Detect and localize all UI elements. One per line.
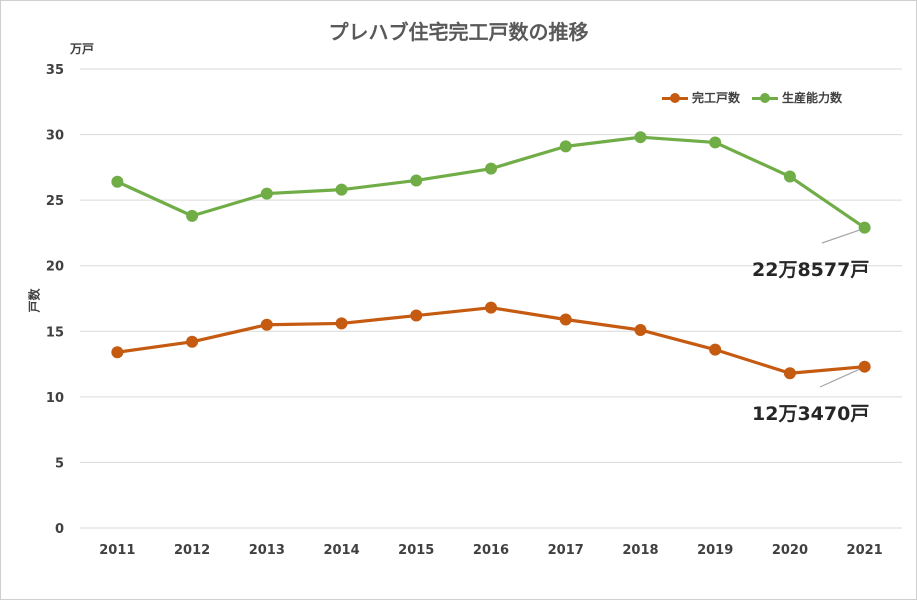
data-point-completed	[260, 318, 273, 331]
data-point-completed	[485, 301, 497, 314]
data-point-capacity	[111, 175, 124, 188]
data-point-completed	[186, 335, 199, 348]
data-point-capacity	[783, 170, 796, 183]
data-point-capacity	[485, 162, 497, 175]
x-tick-label: 2020	[772, 543, 808, 558]
y-tick-label: 0	[55, 522, 64, 537]
data-point-completed	[335, 317, 348, 330]
data-point-capacity	[709, 136, 722, 149]
data-point-capacity	[634, 131, 647, 144]
data-point-capacity	[260, 187, 273, 200]
data-point-completed	[559, 313, 572, 326]
annotation-capacity-2021: 22万8577戸	[752, 259, 870, 281]
data-point-completed	[410, 309, 423, 322]
x-tick-label: 2015	[398, 543, 434, 558]
x-tick-label: 2016	[473, 543, 509, 558]
data-point-completed	[783, 367, 796, 380]
y-tick-label: 15	[46, 325, 64, 340]
y-tick-label: 10	[46, 391, 64, 406]
callout-line-capacity	[821, 229, 861, 244]
y-tick-label: 5	[55, 456, 64, 471]
data-point-completed	[111, 346, 124, 359]
annotation-completed-2021: 12万3470戸	[752, 403, 870, 425]
x-tick-labels: 2011 2012 2013 2014 2015 2016 2017 2018 2019 2020…	[99, 543, 882, 558]
legend-marker-capacity	[752, 92, 779, 104]
data-point-completed	[858, 360, 871, 373]
legend-item-capacity: 生産能力数	[752, 89, 842, 106]
x-tick-label: 2018	[622, 543, 658, 558]
legend-marker-completed	[662, 92, 688, 104]
legend-item-completed: 完工戸数	[662, 89, 740, 106]
y-tick-labels: 0 5 10 15 20 25 30 35	[46, 63, 64, 537]
x-tick-label: 2011	[99, 543, 135, 558]
chart-title: プレハブ住宅完工戸数の推移	[328, 20, 589, 44]
callout-lines	[819, 229, 861, 388]
callout-line-completed	[819, 368, 861, 388]
series-line-completed	[117, 306, 865, 375]
y-tick-label: 20	[46, 260, 64, 275]
x-tick-label: 2013	[249, 543, 285, 558]
data-point-capacity	[559, 140, 572, 153]
data-point-completed	[709, 343, 722, 356]
series-lines	[111, 131, 871, 380]
x-tick-label: 2012	[174, 543, 210, 558]
x-tick-label: 2021	[847, 543, 883, 558]
legend-label-completed: 完工戸数	[692, 91, 741, 105]
y-unit-label: 万戸	[70, 42, 95, 56]
y-tick-label: 25	[46, 194, 64, 209]
gridlines	[80, 68, 902, 529]
x-tick-label: 2017	[548, 543, 584, 558]
y-tick-label: 30	[46, 129, 64, 144]
data-point-capacity	[335, 183, 348, 196]
x-tick-label: 2019	[697, 543, 733, 558]
data-point-completed	[634, 323, 647, 336]
data-point-capacity	[186, 209, 199, 222]
x-tick-label: 2014	[323, 543, 359, 558]
series-line-capacity	[116, 135, 866, 230]
data-point-capacity	[410, 174, 423, 187]
data-point-capacity	[858, 221, 871, 234]
y-tick-label: 35	[46, 63, 64, 78]
legend-label-capacity: 生産能力数	[782, 91, 843, 105]
legend: 完工戸数 生産能力数	[662, 89, 842, 106]
